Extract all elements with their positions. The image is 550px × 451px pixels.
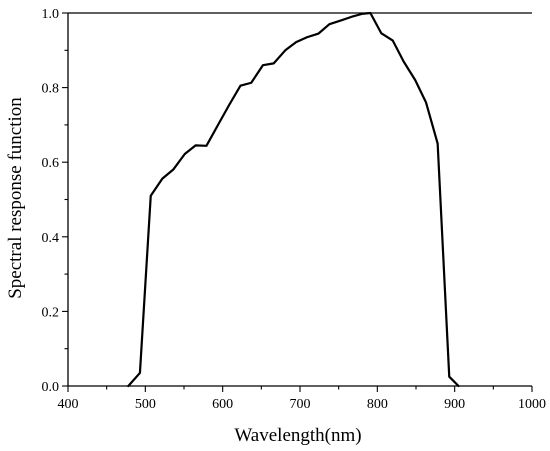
y-tick-label: 0.8 xyxy=(42,82,60,97)
y-tick-label: 0.4 xyxy=(42,231,60,246)
y-tick-label: 1.0 xyxy=(42,7,60,22)
x-tick-label: 800 xyxy=(367,397,388,412)
x-axis-title: Wavelength(nm) xyxy=(234,425,361,446)
y-axis-title: Spectral response function xyxy=(5,97,26,299)
x-tick-label: 1000 xyxy=(518,397,546,412)
series-line xyxy=(128,13,458,386)
x-tick-label: 700 xyxy=(290,397,311,412)
ticks-layer xyxy=(62,13,532,392)
x-tick-label: 400 xyxy=(58,397,79,412)
x-tick-label: 600 xyxy=(212,397,233,412)
y-tick-label: 0.0 xyxy=(42,380,60,395)
x-tick-label: 500 xyxy=(135,397,156,412)
y-tick-label: 0.6 xyxy=(42,156,60,171)
x-tick-label: 900 xyxy=(444,397,465,412)
y-tick-label: 0.2 xyxy=(42,305,60,320)
plot-frame xyxy=(68,13,532,386)
tick-labels-layer: 400 500 600 700 800 900 1000 0.0 0.2 0.4 0.6 0.8 1.0 xyxy=(42,7,547,412)
